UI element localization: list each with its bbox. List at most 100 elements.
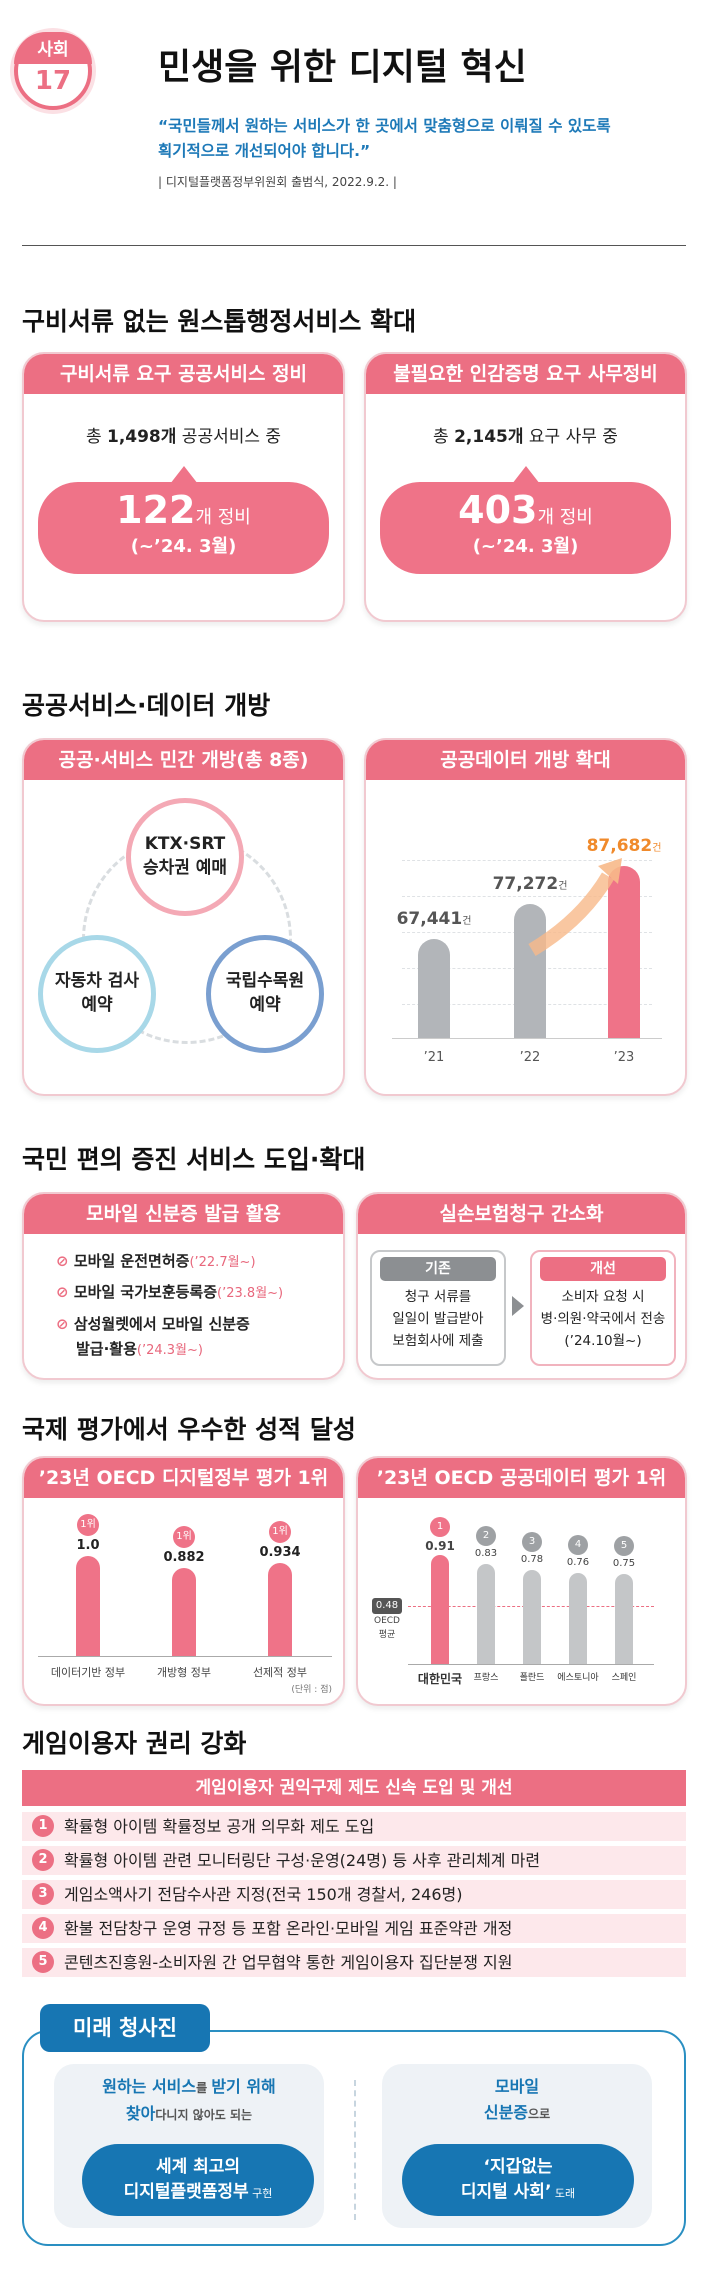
tick-label: 개방형 정부	[156, 1666, 212, 1679]
tick-label: ’21	[423, 1050, 445, 1065]
data-label-value: 87,682	[586, 836, 653, 857]
gridline	[402, 860, 652, 861]
card-oecd-digital: ’23년 OECD 디지털정부 평가 1위 1.0 1위 데이터기반 정부 0.882…	[22, 1456, 345, 1706]
card-oecd-digital-head: ’23년 OECD 디지털정부 평가 1위	[24, 1458, 343, 1498]
oecd-data-chart: 0.48 OECD 평균 0.91 1 대한민국 0.83 2 프랑스 0.78 3 폴란드 0.76 4…	[364, 1504, 682, 1700]
data-label-unit: 건	[652, 843, 662, 855]
data-label: 0.78	[520, 1554, 544, 1566]
header-divider	[22, 245, 686, 246]
future-right-text: 모바일 신분증으로	[483, 2077, 551, 2122]
tick-label: 데이터기반 정부	[50, 1666, 126, 1679]
game-item-3: 3 게임소액사기 전담수사관 지정(전국 150개 경찰서, 246명)	[22, 1880, 686, 1909]
documents-total: 총 1,498개 공공서비스 중	[85, 427, 282, 447]
oecd-digital-chart: 1.0 1위 데이터기반 정부 0.882 1위 개방형 정부 0.934 1위 선제적 정부(…	[32, 1504, 338, 1700]
rank-badge: 3	[522, 1532, 542, 1553]
circle-car-inspection: 자동차 검사 예약	[38, 935, 156, 1053]
section5-title: 게임이용자 권리 강화	[22, 1729, 247, 1758]
tick-label: 선제적 정부	[252, 1666, 308, 1679]
growth-arrow-icon	[528, 858, 622, 957]
card-data-open-head: 공공데이터 개방 확대	[366, 740, 685, 780]
data-label: 0.75	[612, 1558, 636, 1569]
data-label-unit: 건	[558, 880, 568, 892]
bar	[76, 1556, 100, 1656]
tick-label: ’22	[519, 1050, 541, 1065]
future-divider	[354, 2080, 356, 2220]
tick-label: 에스토니아	[557, 1673, 599, 1683]
game-banner: 게임이용자 권익구제 제도 신속 도입 및 개선	[22, 1770, 686, 1806]
data-label: 0.882	[163, 1549, 205, 1565]
insurance-before-label: 기존	[380, 1257, 496, 1281]
game-item-1: 1 확률형 아이템 확률정보 공개 의무화 제도 도입	[22, 1812, 686, 1841]
bar	[514, 903, 546, 1038]
circle-arboretum: 국립수목원 예약	[206, 935, 324, 1053]
data-label: 87,682건	[574, 836, 674, 856]
x-axis	[408, 1664, 654, 1665]
game-item-4: 4 환불 전담창구 운영 규정 등 포함 온라인·모바일 게임 표준약관 개정	[22, 1914, 686, 1943]
x-axis	[38, 1656, 332, 1657]
bar	[523, 1570, 541, 1664]
oecd-average-caption-2: 평균	[378, 1630, 396, 1641]
bar	[418, 939, 450, 1038]
section2-title: 공공서비스·데이터 개방	[22, 691, 271, 720]
unit-note: (단위 : 점)	[291, 1685, 332, 1695]
rank-badge: 4	[568, 1534, 588, 1555]
bar	[608, 866, 640, 1038]
bar	[268, 1562, 292, 1656]
arrow-right-icon	[512, 1296, 524, 1316]
mobile-id-item-1: ⊘ 모바일 운전면허증(’22.7월~)	[56, 1252, 256, 1270]
card-mobile-id: 모바일 신분증 발급 활용 ⊘ 모바일 운전면허증(’22.7월~) ⊘ 모바일…	[22, 1192, 345, 1380]
card-oecd-data-head: ’23년 OECD 공공데이터 평가 1위	[358, 1458, 685, 1498]
tick-label: 스페인	[611, 1673, 637, 1683]
card-documents-head: 구비서류 요구 공공서비스 정비	[24, 354, 343, 394]
quote-source: | 디지털플랫폼정부위원회 출범식, 2022.9.2. |	[158, 175, 397, 189]
bar	[172, 1567, 196, 1656]
game-item-2: 2 확률형 아이템 관련 모니터링단 구성·운영(24명) 등 사후 관리체계 마…	[22, 1846, 686, 1875]
future-tab: 미래 청사진	[40, 2004, 210, 2052]
x-axis	[392, 1038, 662, 1039]
section3-title: 국민 편의 증진 서비스 도입·확대	[22, 1145, 366, 1174]
tick-label: 프랑스	[473, 1673, 499, 1683]
card-seal-head: 불필요한 인감증명 요구 사무정비	[366, 354, 685, 394]
page-title: 민생을 위한 디지털 혁신	[158, 47, 527, 88]
data-label-value: 77,272	[492, 873, 559, 894]
quote-line1: “국민들께서 원하는 서비스가 한 곳에서 맞춤형으로 이뤄질 수 있도록	[158, 117, 611, 135]
card-mobile-id-head: 모바일 신분증 발급 활용	[24, 1194, 343, 1234]
tick-label: 대한민국	[417, 1672, 463, 1686]
future-left-pill: 세계 최고의 디지털플랫폼정부 구현	[82, 2144, 314, 2216]
bar	[431, 1554, 449, 1664]
tick-label: ’23	[613, 1050, 635, 1065]
rank-badge: 1	[430, 1516, 450, 1537]
data-label-value: 67,441	[396, 909, 463, 930]
card-seal-certificate: 불필요한 인감증명 요구 사무정비 총 2,145개 요구 사무 중 403개 …	[364, 352, 687, 622]
growth-arrow-shaft	[528, 872, 615, 957]
data-label-unit: 건	[462, 916, 472, 928]
card-documents: 구비서류 요구 공공서비스 정비 총 1,498개 공공서비스 중 122개 정…	[22, 352, 345, 622]
card-oecd-data: ’23년 OECD 공공데이터 평가 1위 0.48 OECD 평균 0.91 1 대한민…	[356, 1456, 687, 1706]
seal-total: 총 2,145개 요구 사무 중	[433, 427, 618, 447]
card-service-open: 공공·서비스 민간 개방(총 8종) KTX·SRT 승차권 예매 자동차 검사…	[22, 738, 345, 1096]
card-service-open-head: 공공·서비스 민간 개방(총 8종)	[24, 740, 343, 780]
section1-title: 구비서류 없는 원스톱행정서비스 확대	[22, 307, 417, 336]
section4-title: 국제 평가에서 우수한 성적 달성	[22, 1415, 356, 1444]
future-right-pill: ‘지갑없는 디지털 사회’ 도래	[402, 2144, 634, 2216]
data-label: 0.91	[425, 1538, 455, 1553]
gridline	[402, 896, 652, 897]
data-label: 0.76	[566, 1556, 590, 1568]
growth-arrow-head	[598, 858, 622, 884]
open-data-chart: 67,441건 ’21 77,272건 ’22 87,682건 ’23	[382, 800, 672, 1080]
badge-number: 17	[34, 66, 72, 96]
card-insurance-head: 실손보험청구 간소화	[358, 1194, 685, 1234]
insurance-after-box: 개선 소비자 요청 시 병·의원·약국에서 전송 (’24.10월~)	[530, 1250, 676, 1366]
category-badge: 사회 17	[14, 32, 92, 110]
oecd-average-value: 0.48	[372, 1598, 402, 1615]
data-label: 0.83	[474, 1548, 498, 1560]
data-label: 1.0	[76, 1538, 100, 1553]
seal-pill: 403개 정비 (~’24. 3월)	[380, 466, 671, 574]
card-data-open: 공공데이터 개방 확대 67,441건 ’21 77,272건 ’22 87,682건’…	[364, 738, 687, 1096]
bar	[477, 1564, 495, 1664]
insurance-after-label: 개선	[540, 1257, 666, 1281]
rank-badge: 5	[614, 1536, 634, 1556]
tick-label: 폴란드	[519, 1673, 545, 1683]
mobile-id-item-2: ⊘ 모바일 국가보훈등록증(’23.8월~)	[56, 1283, 284, 1301]
rank-badge: 2	[476, 1526, 496, 1547]
